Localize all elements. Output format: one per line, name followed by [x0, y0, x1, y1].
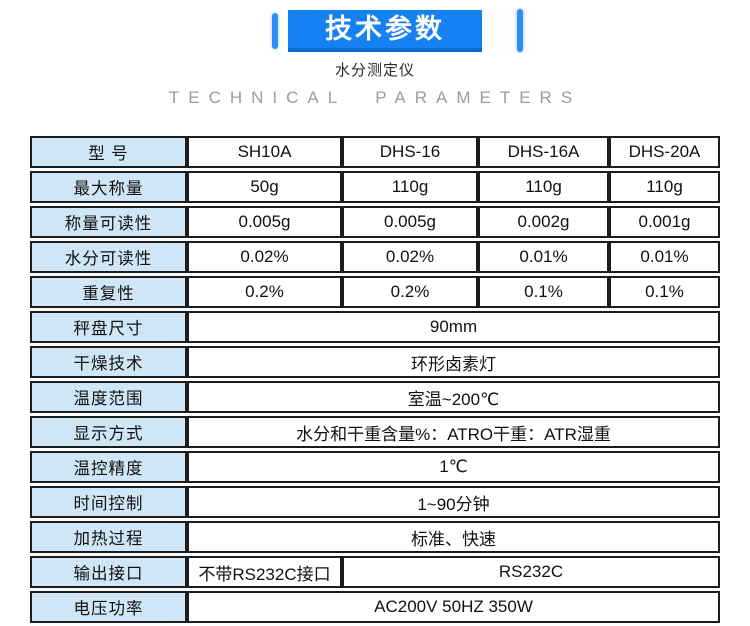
- spec-cell: SH10A: [187, 136, 342, 168]
- spec-cell: 0.01%: [478, 241, 609, 273]
- spec-cell: 1℃: [187, 451, 720, 483]
- spec-cell: 110g: [342, 171, 478, 203]
- spec-cell: 0.01%: [609, 241, 720, 273]
- spec-cell: 0.02%: [187, 241, 342, 273]
- english-title: TECHNICAL PARAMETERS: [168, 88, 582, 107]
- spec-cell: 0.1%: [609, 276, 720, 308]
- spec-cell: 0.002g: [478, 206, 609, 238]
- spec-cell: DHS-16: [342, 136, 478, 168]
- table-row-drying-technology: 干燥技术 环形卤素灯: [30, 346, 720, 378]
- spec-table: 型 号 SH10A DHS-16 DHS-16A DHS-20A 最大称量 50…: [30, 133, 720, 626]
- spec-cell: 0.02%: [342, 241, 478, 273]
- row-label: 秤盘尺寸: [30, 311, 187, 343]
- spec-cell: 110g: [609, 171, 720, 203]
- spec-cell: 90mm: [187, 311, 720, 343]
- table-row-max-capacity: 最大称量 50g 110g 110g 110g: [30, 171, 720, 203]
- row-label: 电压功率: [30, 591, 187, 623]
- row-label: 型 号: [30, 136, 187, 168]
- row-label: 时间控制: [30, 486, 187, 518]
- table-row-pan-size: 秤盘尺寸 90mm: [30, 311, 720, 343]
- header: 技术参数 水分测定仪 TECHNICAL PARAMETERS: [0, 0, 750, 120]
- spec-cell: 0.001g: [609, 206, 720, 238]
- spec-cell: 水分和干重含量%：ATRO干重：ATR湿重: [187, 416, 720, 448]
- spec-cell: AC200V 50HZ 350W: [187, 591, 720, 623]
- spec-cell: 0.005g: [342, 206, 478, 238]
- row-label: 称量可读性: [30, 206, 187, 238]
- spec-cell: 0.2%: [187, 276, 342, 308]
- title-banner: 技术参数: [288, 10, 482, 52]
- spec-cell: 110g: [478, 171, 609, 203]
- table-row-temperature-accuracy: 温控精度 1℃: [30, 451, 720, 483]
- spec-cell: DHS-16A: [478, 136, 609, 168]
- row-label: 显示方式: [30, 416, 187, 448]
- row-label: 温度范围: [30, 381, 187, 413]
- spec-cell: 0.2%: [342, 276, 478, 308]
- spec-cell: 0.005g: [187, 206, 342, 238]
- product-subtitle: 水分测定仪: [334, 62, 415, 79]
- row-label: 温控精度: [30, 451, 187, 483]
- spec-cell: 室温~200℃: [187, 381, 720, 413]
- table-row-weight-readability: 称量可读性 0.005g 0.005g 0.002g 0.001g: [30, 206, 720, 238]
- spec-cell: 标准、快速: [187, 521, 720, 553]
- table-row-voltage-power: 电压功率 AC200V 50HZ 350W: [30, 591, 720, 623]
- spec-cell: 0.1%: [478, 276, 609, 308]
- spec-cell: 环形卤素灯: [187, 346, 720, 378]
- row-label: 加热过程: [30, 521, 187, 553]
- spec-cell: DHS-20A: [609, 136, 720, 168]
- table-row-time-control: 时间控制 1~90分钟: [30, 486, 720, 518]
- row-label: 重复性: [30, 276, 187, 308]
- row-label: 最大称量: [30, 171, 187, 203]
- accent-bar-left-icon: [272, 13, 278, 49]
- table-row-output-interface: 输出接口 不带RS232C接口 RS232C: [30, 556, 720, 588]
- table-row-repeatability: 重复性 0.2% 0.2% 0.1% 0.1%: [30, 276, 720, 308]
- spec-cell: RS232C: [342, 556, 720, 588]
- row-label: 输出接口: [30, 556, 187, 588]
- row-label: 干燥技术: [30, 346, 187, 378]
- table-row-display-mode: 显示方式 水分和干重含量%：ATRO干重：ATR湿重: [30, 416, 720, 448]
- row-label: 水分可读性: [30, 241, 187, 273]
- spec-cell: 1~90分钟: [187, 486, 720, 518]
- page-title: 技术参数: [325, 14, 445, 44]
- spec-cell: 不带RS232C接口: [187, 556, 342, 588]
- table-row-heating-process: 加热过程 标准、快速: [30, 521, 720, 553]
- table-row-temperature-range: 温度范围 室温~200℃: [30, 381, 720, 413]
- accent-bar-right-icon: [517, 9, 523, 52]
- table-row-moisture-readability: 水分可读性 0.02% 0.02% 0.01% 0.01%: [30, 241, 720, 273]
- table-row-model: 型 号 SH10A DHS-16 DHS-16A DHS-20A: [30, 136, 720, 168]
- spec-cell: 50g: [187, 171, 342, 203]
